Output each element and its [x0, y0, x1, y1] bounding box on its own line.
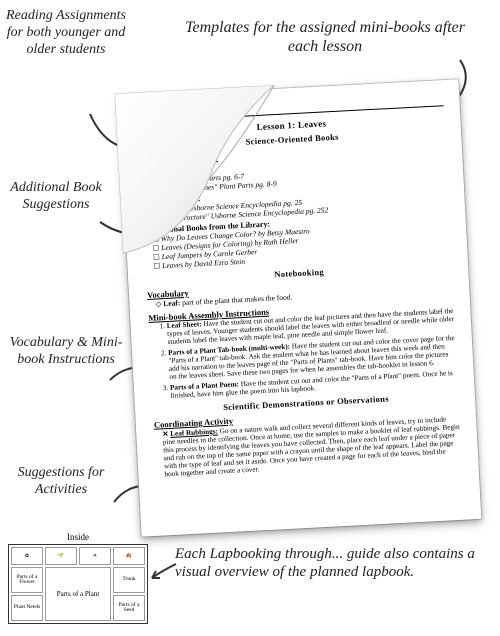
inside-cell: Parts of a Plant [45, 567, 111, 621]
inside-top-cell: 🍂 [113, 547, 145, 565]
inside-preview: Inside ✿ 🌱 ☀ 🍂 Parts of a Flower Parts o… [8, 532, 148, 627]
vocab-term: Leaf: [163, 298, 181, 308]
inside-cell: Parts of a Flower [11, 567, 43, 593]
inside-top-cell: ☀ [79, 547, 111, 565]
callout-templates: Templates for the assigned mini-books af… [185, 18, 465, 56]
inside-top-cell: ✿ [11, 547, 43, 565]
front-page: Lapbooking through Plants Lesson 1: Leav… [119, 79, 482, 536]
inside-cell: Plant Needs [11, 595, 43, 621]
callout-reading: Reading Assignments for both younger and… [6, 8, 126, 58]
inside-cell: Parts of a Seed [113, 595, 145, 621]
inside-top-cell: 🌱 [45, 547, 77, 565]
inside-title: Inside [8, 532, 148, 542]
inside-cell: Trunk [113, 567, 145, 593]
page-stack: 10 Lesson 1: Leaves ~ Templates (Cut alo… [119, 79, 482, 536]
inside-box: ✿ 🌱 ☀ 🍂 Parts of a Flower Parts of a Pla… [8, 544, 148, 624]
callout-activities: Suggestions for Activities [6, 465, 116, 499]
callout-lapbook-note: Each Lapbooking through... guide also co… [175, 545, 480, 581]
instructions-list: Leaf Sheet: Have the student cut out and… [167, 307, 459, 400]
arrow-inside [146, 560, 182, 584]
callout-additional: Additional Book Suggestions [6, 180, 106, 214]
